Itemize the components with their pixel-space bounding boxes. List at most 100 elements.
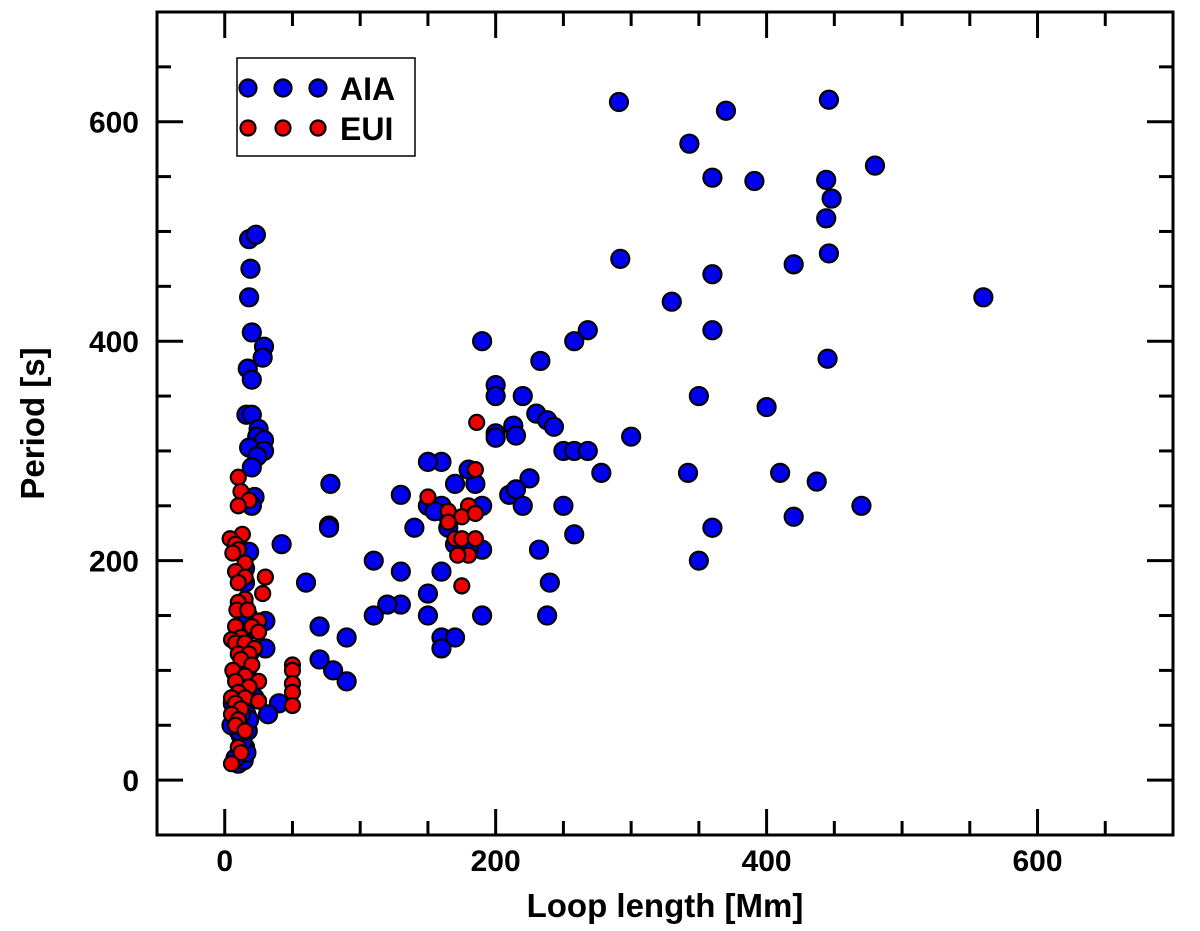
data-point-aia	[417, 583, 439, 604]
data-point-aia	[543, 416, 565, 437]
data-point-aia	[363, 550, 384, 571]
data-point-eui	[229, 497, 247, 515]
y-tick-label: 400	[89, 326, 139, 359]
data-point-aia	[505, 425, 527, 446]
x-tick-label: 400	[742, 845, 792, 878]
data-point-aia	[417, 605, 439, 626]
data-point-aia	[444, 627, 466, 648]
legend-marker-eui	[274, 119, 292, 137]
data-point-aia	[817, 348, 838, 369]
data-point-aia	[323, 660, 344, 681]
data-point-aia	[621, 426, 642, 447]
data-point-aia	[404, 517, 425, 538]
data-point-aia	[577, 440, 598, 462]
data-point-eui	[439, 513, 457, 531]
y-tick-label: 600	[89, 107, 139, 140]
data-point-aia	[816, 169, 837, 190]
data-point-aia	[661, 291, 682, 312]
plot-frame	[155, 10, 1175, 837]
data-point-aia	[564, 524, 585, 545]
data-point-aia	[679, 133, 700, 154]
data-point-aia	[818, 243, 840, 264]
x-tick-label: 200	[471, 845, 521, 878]
legend-box	[236, 57, 416, 157]
x-tick-labels: 0 200 400 600	[216, 845, 1062, 878]
data-point-aia	[485, 385, 506, 407]
data-point-eui	[232, 744, 250, 762]
data-point-aia	[377, 594, 398, 615]
data-point-eui	[466, 460, 484, 479]
data-point-aia	[241, 322, 262, 343]
data-point-aia	[688, 550, 709, 571]
data-point-eui	[449, 546, 467, 564]
data-point-aia	[295, 572, 317, 593]
data-point-aia	[821, 188, 842, 209]
data-point-aia	[702, 320, 723, 341]
y-tick-label: 200	[89, 546, 139, 579]
data-point-aia	[417, 451, 439, 473]
legend-marker-aia	[273, 78, 293, 98]
data-point-aia	[756, 396, 777, 418]
data-point-aia	[240, 258, 261, 279]
data-point-aia	[390, 561, 411, 582]
data-point-eui	[222, 755, 241, 773]
series-eui	[221, 413, 486, 773]
data-point-aia	[610, 248, 631, 269]
data-point-eui	[250, 692, 268, 710]
data-point-aia	[252, 347, 273, 368]
legend: AIA EUI	[236, 57, 416, 157]
data-point-aia	[715, 100, 737, 121]
data-point-aia	[512, 385, 533, 407]
data-point-aia	[309, 616, 330, 637]
data-point-aia	[505, 479, 527, 500]
x-tick-label: 0	[216, 845, 233, 878]
data-point-aia	[512, 495, 533, 516]
data-point-aia	[485, 427, 506, 448]
data-point-eui	[254, 584, 272, 603]
data-point-aia	[818, 89, 840, 110]
data-point-eui	[468, 413, 486, 432]
data-point-aia	[528, 539, 550, 560]
data-point-aia	[564, 331, 585, 352]
data-point-aia	[257, 704, 279, 725]
data-point-aia	[702, 167, 723, 188]
legend-marker-aia	[308, 78, 328, 98]
data-point-aia	[390, 484, 411, 505]
legend-marker-aia	[238, 78, 258, 98]
data-point-aia	[241, 369, 262, 390]
data-point-aia	[591, 462, 612, 483]
data-point-aia	[744, 170, 765, 192]
data-point-aia	[431, 638, 452, 659]
data-point-aia	[363, 605, 384, 626]
data-point-aia	[608, 91, 630, 113]
data-point-aia	[688, 385, 709, 407]
data-point-aia	[816, 208, 837, 229]
data-point-aia	[530, 350, 551, 372]
data-point-eui	[466, 504, 484, 523]
data-point-aia	[472, 605, 493, 626]
data-point-aia	[239, 287, 260, 308]
data-point-eui	[256, 568, 274, 586]
data-point-eui	[224, 544, 242, 562]
data-point-eui	[236, 722, 254, 740]
data-point-aia	[864, 155, 886, 176]
series-aia	[221, 89, 994, 774]
data-point-aia	[431, 561, 452, 582]
data-point-aia	[851, 495, 872, 516]
data-point-aia	[537, 605, 558, 626]
data-point-aia	[336, 627, 357, 648]
data-points	[221, 89, 994, 774]
data-point-aia	[245, 224, 266, 245]
legend-marker-eui	[239, 119, 257, 137]
data-point-aia	[336, 671, 357, 692]
data-point-eui	[466, 530, 484, 548]
y-axis-title: Period [s]	[14, 347, 51, 499]
axis-ticks	[157, 12, 1173, 835]
data-point-aia	[318, 517, 340, 538]
legend-markers	[238, 78, 328, 137]
data-point-eui	[239, 601, 257, 619]
data-point-aia	[783, 506, 804, 527]
data-point-aia	[271, 534, 292, 555]
x-axis-title: Loop length [Mm]	[527, 887, 804, 924]
